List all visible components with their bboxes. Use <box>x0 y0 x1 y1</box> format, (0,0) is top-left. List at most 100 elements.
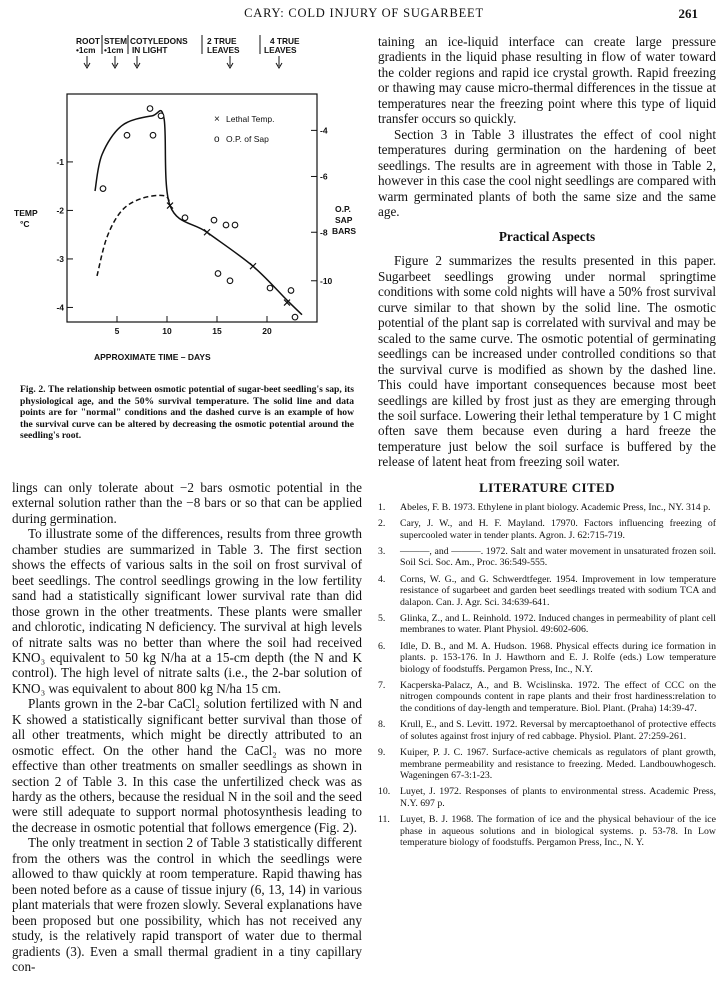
reference-item: 4. Corns, W. G., and G. Schwerdtfeger. 19… <box>378 574 716 608</box>
top-label-two-true: 2 TRUE <box>207 36 237 46</box>
section-heading-practical-aspects: Practical Aspects <box>498 229 596 245</box>
top-label-four-true-leaves: LEAVES <box>264 45 297 55</box>
left-axis-title-temp: TEMP <box>14 208 38 218</box>
right-tick-label: -6 <box>320 171 328 181</box>
right-tick-label: -4 <box>320 125 328 135</box>
reference-item: 7. Kacperska-Palacz, A., and B. Wcislinsk… <box>378 680 716 714</box>
page-number: 261 <box>678 6 699 21</box>
top-label-stem-size: •1cm <box>104 45 124 55</box>
reference-number: 8. <box>378 719 386 731</box>
figure-2-chart: ROOT •1cm STEM •1cm COTYLEDONS IN LIGHT … <box>14 35 356 362</box>
left-paragraph-1: lings can only tolerate about −2 bars os… <box>12 479 362 526</box>
practical-aspects-paragraph: Figure 2 summarizes the results presente… <box>378 253 716 470</box>
reference-number: 11. <box>378 814 390 826</box>
lethal-temp-point <box>283 299 291 307</box>
reference-text: Corns, W. G., and G. Schwerdtfeger. 1954… <box>400 573 716 608</box>
caption-text: The relationship between osmotic potenti… <box>20 384 354 442</box>
reference-number: 1. <box>378 501 386 513</box>
caption-lead: Fig. 2. <box>20 384 46 395</box>
op-sap-point <box>266 284 274 292</box>
op-sap-point <box>210 216 218 224</box>
axis-titles: TEMP °C O.P. SAP BARS APPROXIMATE TIME –… <box>14 204 356 362</box>
plot-frame <box>66 93 318 323</box>
left-paragraph-2: To illustrate some of the differences, r… <box>12 526 362 696</box>
reference-number: 7. <box>378 680 386 692</box>
lethal-temp-point <box>166 202 174 209</box>
op-sap-point <box>146 105 154 112</box>
legend: × Lethal Temp. o O.P. of Sap <box>214 114 275 145</box>
reference-number: 6. <box>378 640 386 652</box>
left-tick-label: -4 <box>56 302 64 312</box>
reference-item: 8. Krull, E., and S. Levitt. 1972. Revers… <box>378 719 716 742</box>
reference-text: Luyet, B. J. 1968. The formation of ice … <box>400 814 716 848</box>
literature-cited-heading: LITERATURE CITED <box>479 479 615 495</box>
left-tick-label: -3 <box>56 254 64 264</box>
dashed-survival-curve <box>96 194 171 277</box>
right-axis-title-sap: SAP <box>335 215 353 225</box>
reference-item: 11. Luyet, B. J. 1968. The formation of i… <box>378 814 716 848</box>
op-sap-point <box>231 221 239 229</box>
legend-lethal-label: Lethal Temp. <box>226 114 275 124</box>
op-sap-point <box>99 185 107 192</box>
top-label-separators <box>101 35 261 54</box>
reference-number: 2. <box>378 518 386 530</box>
reference-item: 6. Idle, D. B., and M. A. Hudson. 1968. P… <box>378 641 716 675</box>
op-sap-point <box>291 313 299 321</box>
top-label-root: ROOT <box>76 36 100 46</box>
left-tick-label: -1 <box>56 157 64 167</box>
legend-op-label: O.P. of Sap <box>226 134 269 144</box>
top-label-four-true: 4 TRUE <box>270 36 300 46</box>
op-sap-point <box>123 131 131 139</box>
reference-number: 10. <box>378 786 391 798</box>
reference-item: 1. Abeles, F. B. 1973. Ethylene in plant … <box>378 502 716 513</box>
left-axis-title-unit: °C <box>20 219 30 229</box>
reference-number: 9. <box>378 747 386 759</box>
top-label-root-size: •1cm <box>76 45 96 55</box>
right-column: taining an ice-liquid interface can crea… <box>378 34 716 853</box>
running-title: CARY: COLD INJURY OF SUGARBEET <box>244 6 484 20</box>
solid-survival-curve <box>94 109 303 316</box>
right-tick-label: -8 <box>320 227 328 237</box>
right-axis-title-bars: BARS <box>332 226 356 236</box>
top-label-in-light: IN LIGHT <box>132 45 168 55</box>
chart-marks <box>99 105 299 321</box>
reference-number: 3. <box>378 546 386 557</box>
reference-text: ———, and ———. 1972. Salt and water movem… <box>400 546 716 569</box>
op-sap-point <box>181 214 189 222</box>
x-tick-label: 20 <box>262 326 272 336</box>
reference-text: Cary, J. W., and H. F. Mayland. 17970. F… <box>400 518 716 541</box>
figure-2: ROOT •1cm STEM •1cm COTYLEDONS IN LIGHT … <box>12 32 362 382</box>
left-paragraph-3: Plants grown in the 2-bar CaCl₂ solution… <box>12 696 362 835</box>
x-tick-label: 15 <box>212 326 222 336</box>
left-column: ROOT •1cm STEM •1cm COTYLEDONS IN LIGHT … <box>12 32 362 974</box>
legend-op-marker: o <box>214 134 220 145</box>
left-tick-label: -2 <box>56 205 64 215</box>
reference-item: 3. ———, and ———. 1972. Salt and water mov… <box>378 546 716 569</box>
reference-text: Kacperska-Palacz, A., and B. Wcislinska.… <box>400 680 716 714</box>
reference-item: 9. Kuiper, P. J. C. 1967. Surface-active … <box>378 747 716 781</box>
right-paragraph-2: Section 3 in Table 3 illustrates the eff… <box>378 126 716 219</box>
reference-item: 10. Luyet, J. 1972. Responses of plants t… <box>378 786 716 809</box>
reference-number: 5. <box>378 613 386 625</box>
op-sap-point <box>157 112 165 120</box>
lethal-temp-point <box>249 262 257 270</box>
op-sap-point <box>214 270 222 277</box>
top-label-cotyledons: COTYLEDONS <box>130 36 188 46</box>
figure-caption: Fig. 2. The relationship between osmotic… <box>20 384 354 442</box>
reference-number: 4. <box>378 573 386 585</box>
reference-list: 1. Abeles, F. B. 1973. Ethylene in plant … <box>378 502 716 849</box>
legend-lethal-marker: × <box>214 114 220 125</box>
top-label-arrows <box>83 56 283 69</box>
x-tick-label: 5 <box>115 326 120 336</box>
running-header: CARY: COLD INJURY OF SUGARBEET 261 <box>0 6 728 24</box>
left-paragraph-4: The only treatment in section 2 of Table… <box>12 835 362 975</box>
reference-text: Kuiper, P. J. C. 1967. Surface-active ch… <box>400 747 716 781</box>
op-sap-point <box>222 221 230 229</box>
reference-item: 5. Glinka, Z., and L. Reinhold. 1972. Ind… <box>378 613 716 636</box>
reference-text: Abeles, F. B. 1973. Ethylene in plant bi… <box>400 501 711 513</box>
right-axis-title-op: O.P. <box>335 204 351 214</box>
op-sap-point <box>226 277 234 285</box>
x-tick-label: 10 <box>162 326 172 336</box>
top-label-two-true-leaves: LEAVES <box>207 45 240 55</box>
reference-text: Idle, D. B., and M. A. Hudson. 1968. Phy… <box>400 640 716 675</box>
